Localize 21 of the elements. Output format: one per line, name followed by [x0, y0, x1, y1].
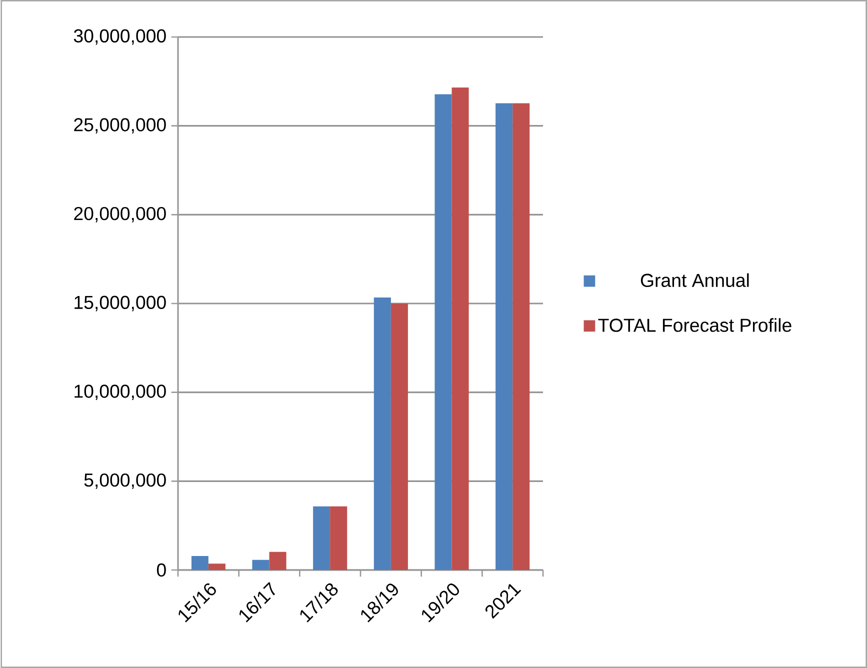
- bar: [390, 304, 408, 570]
- y-tick-label: 5,000,000: [84, 473, 166, 489]
- y-tick-label: 15,000,000: [74, 296, 166, 312]
- bar: [252, 560, 270, 570]
- bar: [330, 506, 348, 570]
- bar: [512, 103, 530, 570]
- bar: [269, 552, 286, 570]
- bar: [208, 564, 226, 570]
- bar: [496, 103, 513, 570]
- legend-label: TOTAL Forecast Profile: [598, 318, 792, 332]
- bar: [374, 297, 391, 570]
- y-tick-label: 30,000,000: [74, 29, 166, 45]
- y-tick-label: 20,000,000: [74, 206, 166, 222]
- y-tick-label: 10,000,000: [74, 384, 166, 400]
- text: Grant Annual: [640, 273, 749, 288]
- bar: [191, 556, 208, 570]
- bar: [313, 506, 330, 570]
- bar: [452, 87, 469, 570]
- bar: [434, 94, 452, 570]
- y-tick-label: 25,000,000: [74, 118, 166, 134]
- y-tick-label: 0: [156, 563, 166, 577]
